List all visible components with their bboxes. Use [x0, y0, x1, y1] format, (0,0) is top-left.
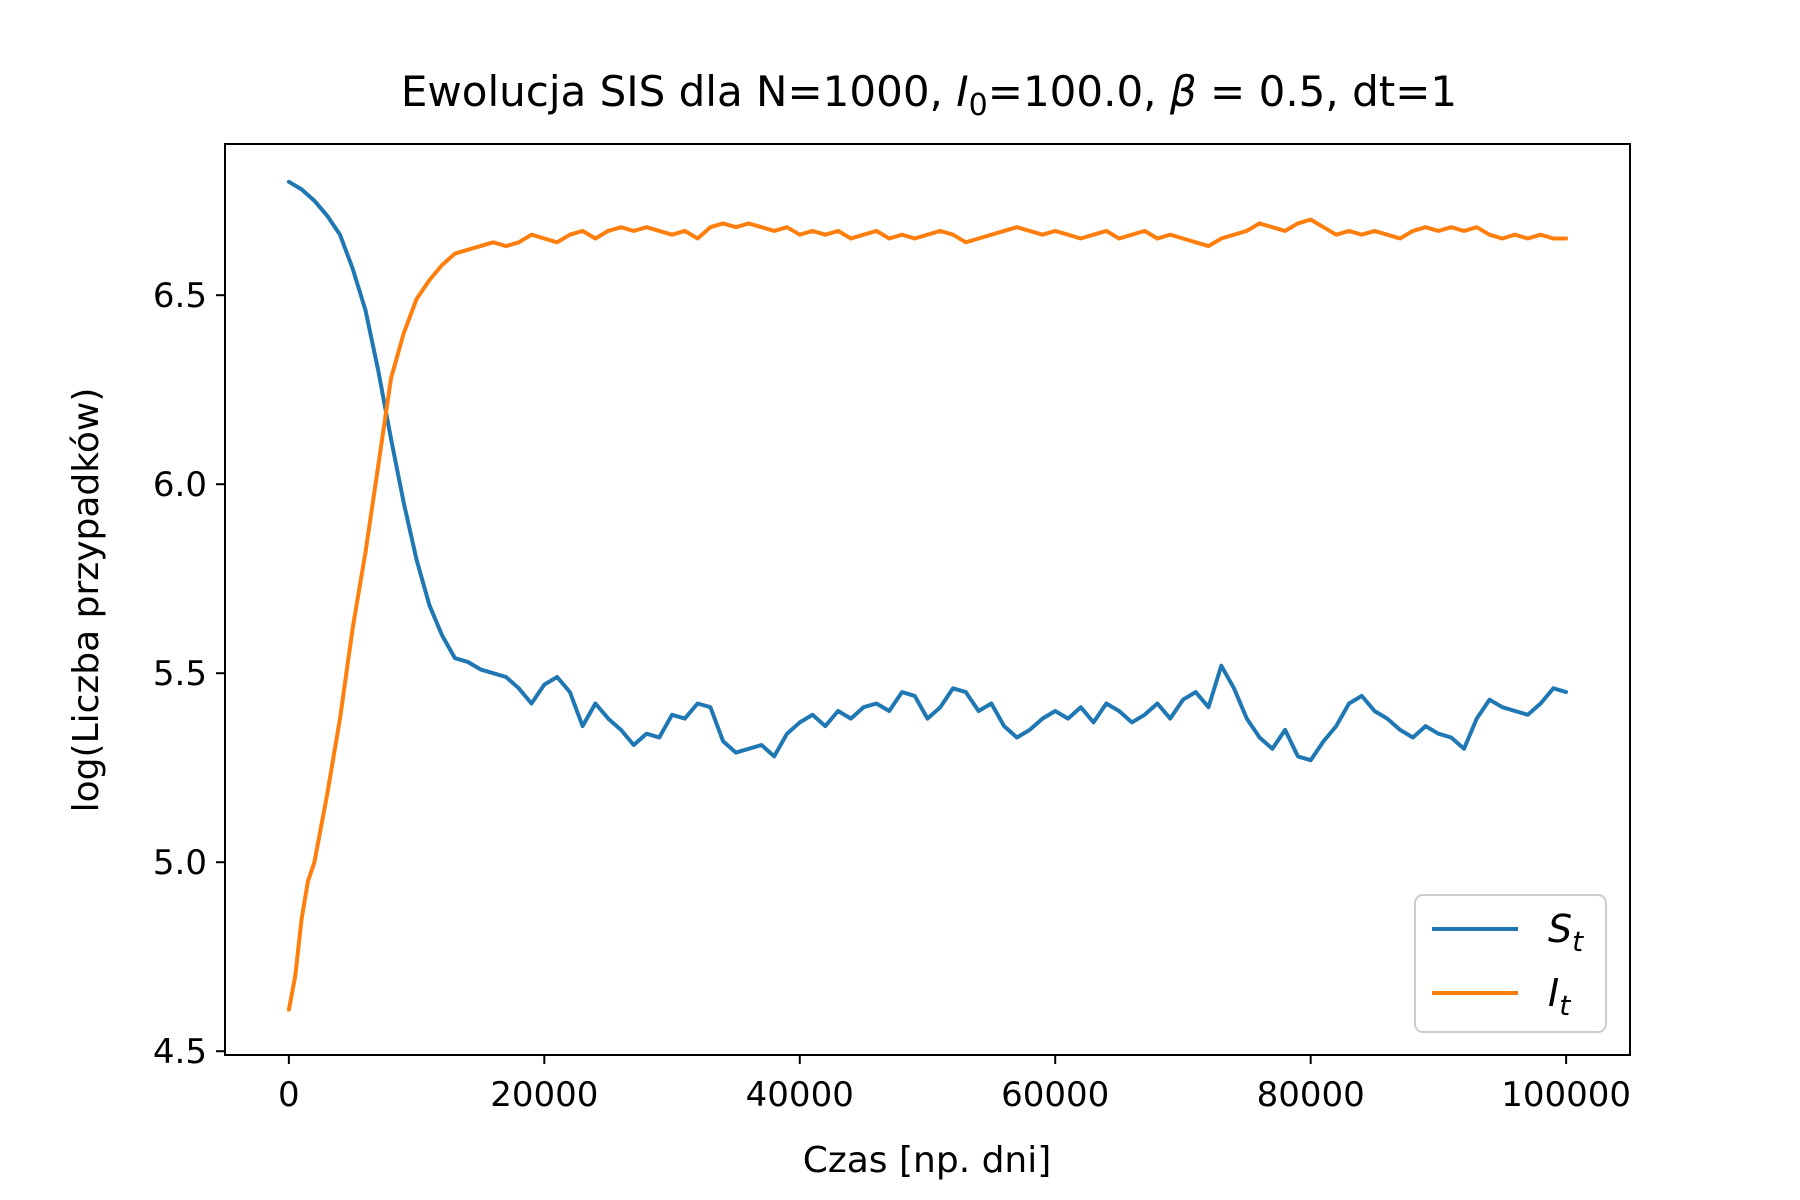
y-axis-label: log(Liczba przypadków) [66, 388, 107, 813]
x-axis-label: Czas [np. dni] [803, 1140, 1052, 1181]
y-axis: 4.5 5.0 5.5 6.0 6.5 [153, 276, 225, 1072]
legend-box [1414, 894, 1607, 1033]
y-tick-label: 6.5 [153, 276, 207, 316]
plot-frame [224, 143, 1631, 1056]
x-axis: 0 20000 40000 60000 80000 100000 [278, 1055, 1631, 1115]
series-layer [286, 179, 1569, 1012]
series-line-s [286, 179, 1569, 763]
y-tick-label: 5.0 [153, 843, 207, 883]
x-tick-label: 80000 [1257, 1075, 1365, 1115]
legend-label-s: St [1548, 907, 1584, 958]
x-tick-label: 100000 [1501, 1075, 1631, 1115]
x-tick-label: 20000 [490, 1075, 598, 1115]
x-tick-label: 60000 [1001, 1075, 1109, 1115]
x-tick-label: 40000 [746, 1075, 854, 1115]
legend: St It [1414, 894, 1607, 1033]
y-tick-label: 6.0 [153, 465, 207, 505]
legend-label-i: It [1548, 971, 1571, 1022]
y-tick-label: 5.5 [153, 654, 207, 694]
y-tick-label: 4.5 [153, 1032, 207, 1072]
x-tick-label: 0 [278, 1075, 300, 1115]
chart-title: Ewolucja SIS dla N=1000, I0=100.0, β = 0… [401, 67, 1457, 123]
series-line-i [286, 217, 1569, 1012]
